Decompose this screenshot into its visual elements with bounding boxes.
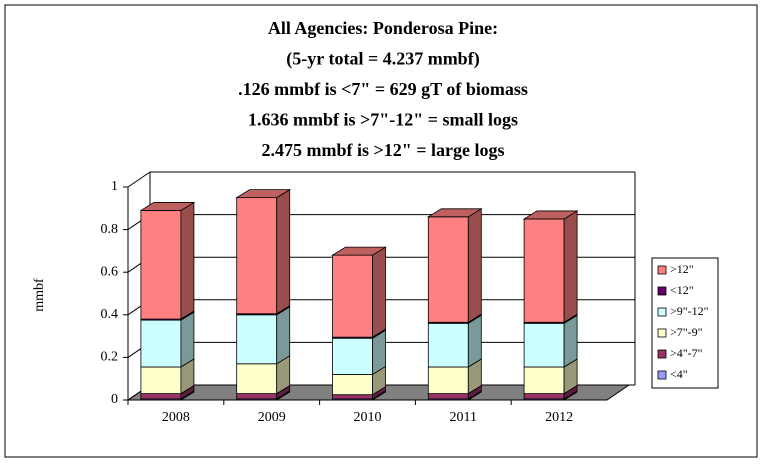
bar-segment (523, 366, 565, 395)
bar-segment (236, 314, 278, 365)
x-tick-label: 2008 (162, 410, 190, 425)
x-tick-label: 2012 (545, 410, 573, 425)
bar-side (276, 188, 291, 315)
bar-segment (523, 322, 565, 368)
bar-segment (140, 393, 182, 400)
legend-swatch (657, 349, 667, 359)
chart-title: (5-yr total = 4.237 mmbf) (286, 49, 479, 70)
bar-segment (523, 393, 565, 400)
bar-segment (236, 393, 278, 400)
bar-top (331, 246, 387, 256)
bar-top (139, 202, 196, 211)
bar-side (180, 201, 195, 320)
bar-side (467, 208, 482, 323)
grid-line (127, 171, 151, 188)
bar-top (522, 210, 579, 220)
bar-segment (236, 363, 278, 395)
legend-box (651, 257, 719, 389)
bar-side (467, 314, 482, 368)
y-tick-label: 0.8 (101, 222, 119, 237)
bar-segment (236, 197, 278, 315)
bar-side (372, 246, 386, 338)
bar-segment (523, 218, 565, 323)
bar-side (563, 210, 578, 323)
legend-label: >4"-7" (670, 346, 703, 360)
bar-segment (332, 374, 373, 396)
bar-segment (332, 394, 373, 400)
bar-segment (332, 254, 373, 338)
legend-label: <12" (670, 283, 694, 297)
x-tick-label: 2009 (258, 410, 286, 425)
legend-swatch (657, 307, 667, 317)
bar-segment (140, 319, 182, 368)
y-tick-label: 0.4 (101, 307, 119, 322)
legend-swatch (657, 265, 667, 275)
x-tick-label: 2011 (450, 410, 477, 425)
legend-label: >7"-9" (670, 325, 703, 339)
bar-side (563, 314, 578, 368)
bar-segment (140, 366, 182, 395)
chart-title: 2.475 mmbf is >12" = large logs (262, 140, 505, 160)
chart-title: .126 mmbf is <7" = 629 gT of biomass (238, 79, 528, 99)
y-tick-label: 1 (111, 179, 118, 194)
bar-segment (427, 366, 469, 395)
bar-top (235, 189, 292, 199)
legend-swatch (657, 370, 667, 380)
y-axis-label: mmbf (32, 278, 47, 312)
y-tick-label: 0 (111, 392, 118, 407)
bar-segment (427, 216, 469, 323)
y-tick-label: 0.2 (101, 350, 119, 365)
bar-top (426, 208, 483, 218)
bar-side (180, 311, 195, 368)
legend-label: <4" (670, 367, 688, 381)
bar-side (276, 306, 291, 365)
legend-label: >12" (670, 262, 694, 276)
bar-segment (332, 337, 373, 375)
bar-segment (427, 322, 469, 368)
y-tick-label: 0.6 (101, 264, 119, 279)
chart-title: All Agencies: Ponderosa Pine: (268, 18, 498, 38)
x-tick-label: 2010 (354, 410, 382, 425)
chart-title: 1.636 mmbf is >7"-12" = small logs (248, 110, 518, 130)
legend-swatch (657, 286, 667, 296)
bar-segment (427, 393, 469, 400)
legend-swatch (657, 328, 667, 338)
bar-segment (140, 210, 182, 320)
legend-label: >9"-12" (670, 304, 709, 318)
